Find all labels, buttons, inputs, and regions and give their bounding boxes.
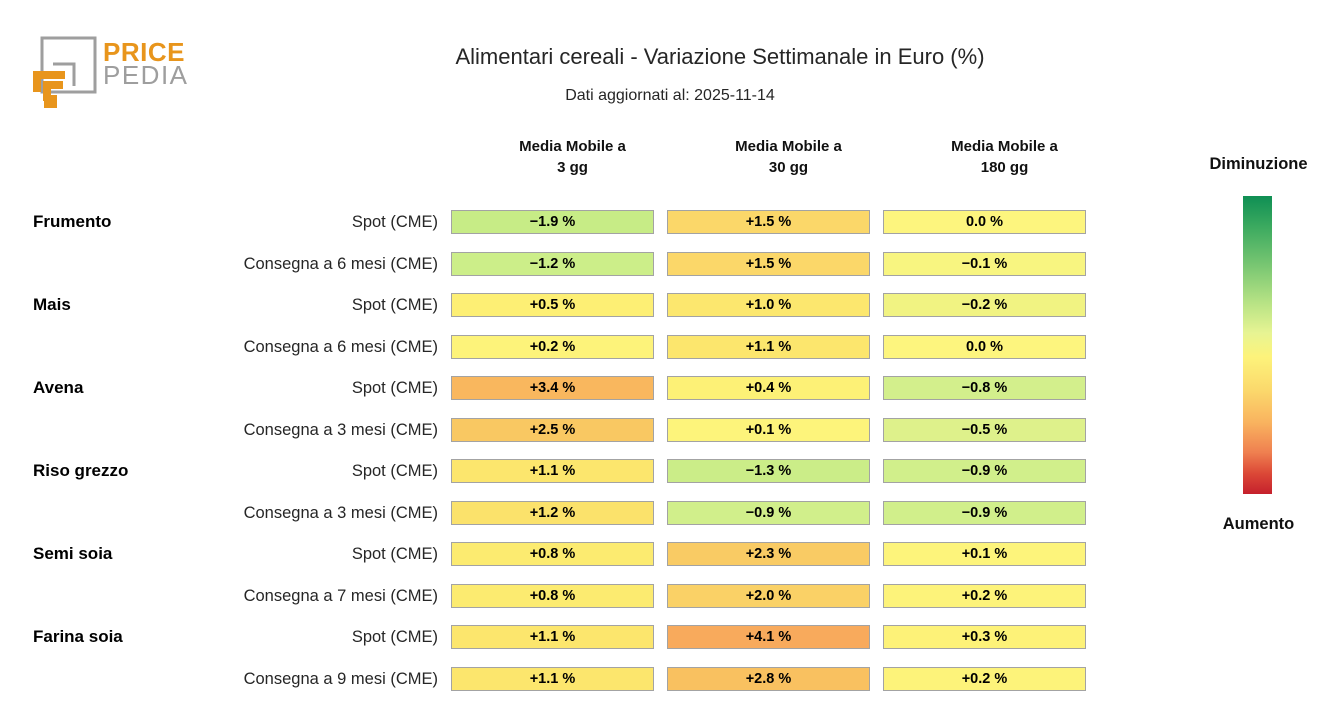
heatmap-cell: −0.9 % [883,500,1086,525]
heatmap-cell: −0.9 % [667,500,870,525]
heatmap-cell: +1.5 % [667,210,870,234]
heatmap-cell: −0.5 % [883,417,1086,442]
heatmap-cell: +0.8 % [451,583,654,608]
series-label: Spot (CME) [351,296,438,314]
heatmap-cell: +4.1 % [667,625,870,649]
heatmap-cell: −0.9 % [883,459,1086,483]
series-label: Consegna a 6 mesi (CME) [243,337,438,356]
heatmap-cell: +3.4 % [451,376,654,400]
heatmap-cell: −1.3 % [667,459,870,483]
pricepedia-logo: PRICE PEDIA [103,37,189,90]
heatmap-cell: +2.0 % [667,583,870,608]
chart-title: Alimentari cereali - Variazione Settiman… [455,44,985,69]
legend-colorbar [1243,196,1272,494]
column-header-line: 30 gg [768,159,809,176]
commodity-group-label: Farina soia [33,627,123,646]
table-row: Consegna a 3 mesi (CME) +1.2 % −0.9 % −0… [0,500,1130,525]
heatmap-cell: 0.0 % [883,334,1086,359]
heatmap-cell: +0.3 % [883,625,1086,649]
column-header-180gg: Media Mobile a 180 gg [903,136,1106,178]
heatmap-cell: +1.0 % [667,293,870,317]
heatmap-cell: −0.2 % [883,293,1086,317]
heatmap-cell: +0.2 % [883,666,1086,691]
table-row: Consegna a 6 mesi (CME) −1.2 % +1.5 % −0… [0,251,1130,276]
series-label: Spot (CME) [351,628,438,646]
commodity-group-label: Avena [33,378,84,397]
table-row: Mais Spot (CME) +0.5 % +1.0 % −0.2 % [0,293,1130,317]
heatmap-cell: +1.1 % [451,459,654,483]
heatmap-cell: +2.8 % [667,666,870,691]
heatmap-cell: +1.1 % [451,625,654,649]
series-label: Consegna a 3 mesi (CME) [243,503,438,522]
column-header-30gg: Media Mobile a 30 gg [687,136,890,178]
table-row: Consegna a 7 mesi (CME) +0.8 % +2.0 % +0… [0,583,1130,608]
legend-label-aumento: Aumento [1222,515,1295,533]
series-label: Spot (CME) [351,462,438,480]
heatmap-cell: +0.4 % [667,376,870,400]
column-header-line: Media Mobile a [519,138,626,155]
heatmap-cell: +1.1 % [667,334,870,359]
series-label: Spot (CME) [351,545,438,563]
heatmap-cell: +0.1 % [883,542,1086,566]
heatmap-cell: +1.5 % [667,251,870,276]
table-row: Riso grezzo Spot (CME) +1.1 % −1.3 % −0.… [0,459,1130,483]
table-row: Consegna a 9 mesi (CME) +1.1 % +2.8 % +0… [0,666,1130,691]
table-row: Frumento Spot (CME) −1.9 % +1.5 % 0.0 % [0,210,1130,234]
pricepedia-logo-icon [33,36,97,108]
logo-text-pedia: PEDIA [103,60,189,90]
table-row: Consegna a 6 mesi (CME) +0.2 % +1.1 % 0.… [0,334,1130,359]
heatmap-cell: +0.5 % [451,293,654,317]
table-row: Avena Spot (CME) +3.4 % +0.4 % −0.8 % [0,376,1130,400]
commodity-group-label: Mais [33,295,71,314]
commodity-group-label: Frumento [33,212,112,231]
heatmap-cell: +0.1 % [667,417,870,442]
commodity-group-label: Riso grezzo [33,461,129,480]
series-label: Consegna a 7 mesi (CME) [243,586,438,605]
heatmap-cell: +2.3 % [667,542,870,566]
heatmap-cell: −1.2 % [451,251,654,276]
table-row: Semi soia Spot (CME) +0.8 % +2.3 % +0.1 … [0,542,1130,566]
heatmap-cell: −0.8 % [883,376,1086,400]
heatmap-table: Frumento Spot (CME) −1.9 % +1.5 % 0.0 % … [0,210,1130,708]
heatmap-cell: +0.2 % [883,583,1086,608]
commodity-group-label: Semi soia [33,544,113,563]
heatmap-cell: +1.2 % [451,500,654,525]
column-header-line: 180 gg [980,159,1029,176]
heatmap-cell: +2.5 % [451,417,654,442]
table-row: Consegna a 3 mesi (CME) +2.5 % +0.1 % −0… [0,417,1130,442]
column-header-3gg: Media Mobile a 3 gg [471,136,674,178]
heatmap-cell: +1.1 % [451,666,654,691]
series-label: Spot (CME) [351,379,438,397]
heatmap-cell: 0.0 % [883,210,1086,234]
column-header-line: Media Mobile a [735,138,842,155]
table-row: Farina soia Spot (CME) +1.1 % +4.1 % +0.… [0,625,1130,649]
heatmap-cell: −1.9 % [451,210,654,234]
heatmap-cell: +0.8 % [451,542,654,566]
series-label: Consegna a 9 mesi (CME) [243,669,438,688]
series-label: Consegna a 6 mesi (CME) [243,254,438,273]
series-label: Spot (CME) [351,213,438,231]
series-label: Consegna a 3 mesi (CME) [243,420,438,439]
legend-label-diminuzione: Diminuzione [1209,155,1308,173]
heatmap-cell: −0.1 % [883,251,1086,276]
column-header-line: Media Mobile a [951,138,1058,155]
heatmap-cell: +0.2 % [451,334,654,359]
column-header-line: 3 gg [557,159,588,176]
chart-subtitle: Dati aggiornati al: 2025-11-14 [565,87,775,104]
logo-text-price: PRICE [103,37,185,67]
